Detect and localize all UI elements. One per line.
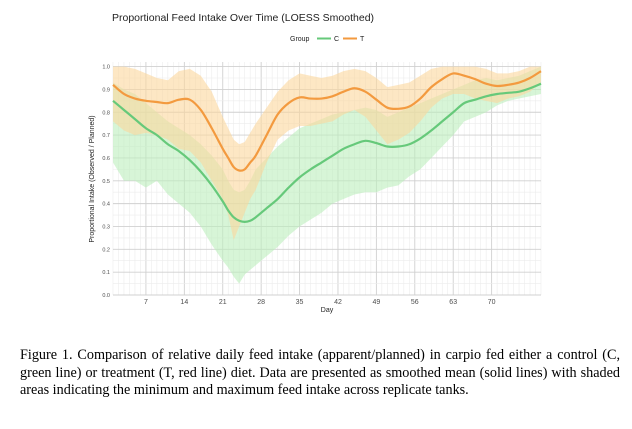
x-tick-label: 56 <box>411 299 419 306</box>
y-tick-label: 0.3 <box>102 224 110 230</box>
y-tick-label: 0.1 <box>102 270 110 276</box>
x-axis: 7 14 21 28 35 42 49 56 63 70 <box>144 299 496 306</box>
y-tick-label: 0.7 <box>102 133 110 139</box>
series-line-c <box>112 82 542 224</box>
y-tick-label: 0.5 <box>102 179 110 185</box>
series-lines <box>112 70 542 224</box>
y-tick-label: 0.8 <box>102 110 110 116</box>
y-tick-label: 0.9 <box>102 87 110 93</box>
plot-area <box>112 62 542 296</box>
x-tick-label: 28 <box>257 299 265 306</box>
ribbons <box>113 66 541 284</box>
x-tick-label: 42 <box>334 299 342 306</box>
x-tick-label: 70 <box>488 299 496 306</box>
y-tick-label: 0.0 <box>102 293 110 299</box>
x-tick-label: 35 <box>296 299 304 306</box>
y-axis: 0.0 0.1 0.2 0.3 0.4 0.5 0.6 0.7 0.8 0.9 1.0 <box>102 65 110 299</box>
x-tick-label: 14 <box>180 299 188 306</box>
ribbon-t <box>113 66 541 241</box>
y-tick-label: 0.6 <box>102 156 110 162</box>
x-axis-label: Day <box>321 307 334 314</box>
figure-caption: Figure 1. Comparison of relative daily f… <box>20 347 620 399</box>
y-tick-label: 0.4 <box>102 202 110 208</box>
y-tick-label: 1.0 <box>102 65 110 71</box>
y-axis-label: Proportional Intake (Observed / Planned) <box>89 115 96 242</box>
legend: Group C T <box>290 36 365 43</box>
x-tick-label: 63 <box>449 299 457 306</box>
x-tick-label: 49 <box>372 299 380 306</box>
x-tick-label: 21 <box>219 299 227 306</box>
x-tick-label: 7 <box>144 299 148 306</box>
series-line-t <box>112 70 542 172</box>
legend-label-t: T <box>360 36 365 43</box>
ribbon-c <box>113 66 541 284</box>
chart-title: Proportional Feed Intake Over Time (LOES… <box>112 12 374 24</box>
chart: Proportional Feed Intake Over Time (LOES… <box>89 12 542 314</box>
legend-label-c: C <box>334 36 339 43</box>
legend-title: Group <box>290 36 310 43</box>
y-tick-label: 0.2 <box>102 247 110 253</box>
